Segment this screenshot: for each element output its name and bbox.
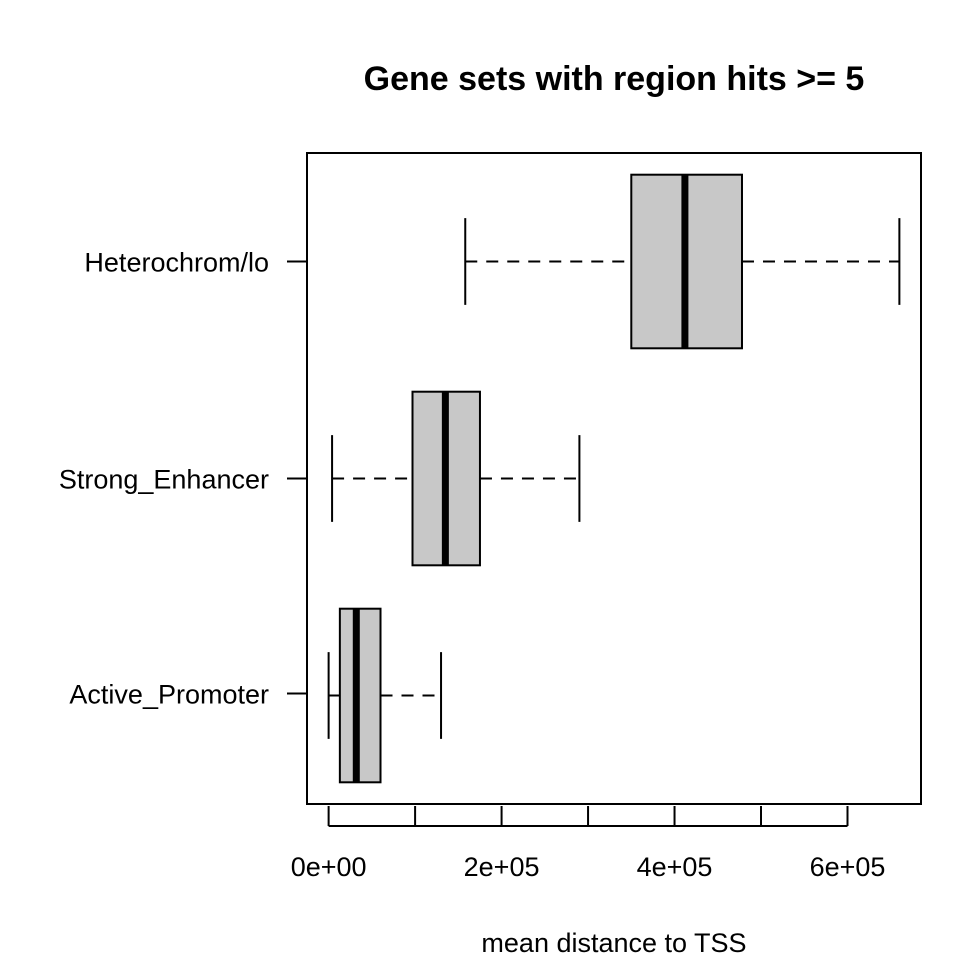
x-tick-label: 0e+00 <box>291 852 367 882</box>
y-tick-label: Active_Promoter <box>69 680 269 710</box>
x-tick-label: 4e+05 <box>637 852 713 882</box>
y-axis: Active_Promoter Strong_Enhancer Heterochro… <box>59 248 307 710</box>
box-Active_Promoter <box>327 607 443 784</box>
x-tick-label: 6e+05 <box>810 852 886 882</box>
boxes-group <box>327 173 901 784</box>
chart-title: Gene sets with region hits >= 5 <box>364 60 865 98</box>
x-tick-label: 2e+05 <box>464 852 540 882</box>
x-axis: 0e+00 2e+05 4e+05 6e+05 <box>291 806 886 882</box>
y-tick-label: Strong_Enhancer <box>59 465 269 495</box>
box-Heterochrom/lo <box>464 173 901 350</box>
box-Strong_Enhancer <box>331 390 581 567</box>
y-tick-label: Heterochrom/lo <box>84 248 269 278</box>
box-iqr <box>338 607 382 784</box>
x-axis-label: mean distance to TSS <box>481 928 746 958</box>
